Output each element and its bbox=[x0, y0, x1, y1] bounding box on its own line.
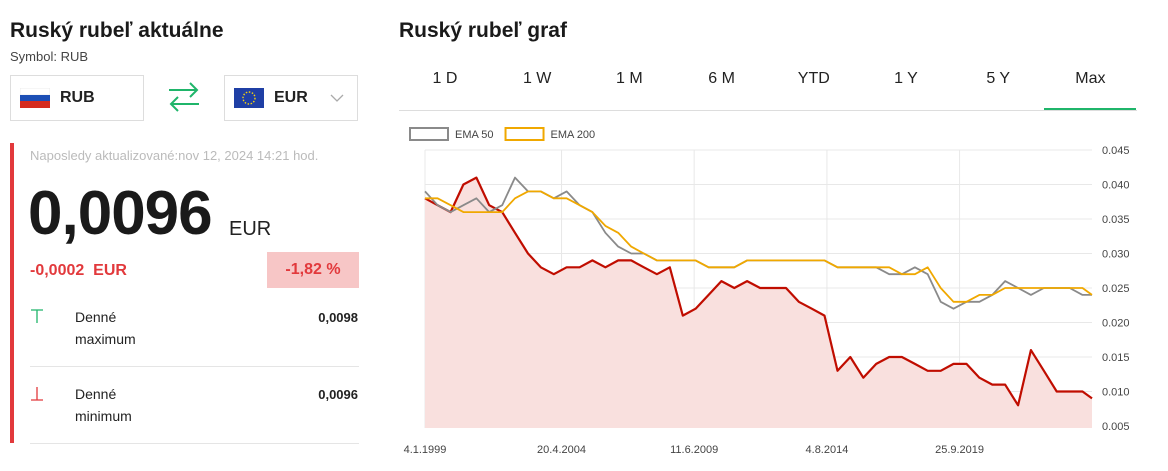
change-value: -0,0002 bbox=[30, 262, 85, 279]
from-currency: RUB bbox=[60, 89, 95, 106]
legend-label: EMA 200 bbox=[551, 129, 596, 141]
tab[interactable]: 1 M bbox=[616, 70, 643, 87]
symbol: Symbol: RUB bbox=[10, 49, 89, 64]
price: 0,0096 bbox=[28, 179, 213, 248]
x-tick-label: 4.8.2014 bbox=[806, 444, 849, 456]
y-tick-label: 0.020 bbox=[1102, 318, 1130, 330]
tab[interactable]: 1 W bbox=[522, 70, 552, 87]
price-unit: EUR bbox=[229, 218, 272, 240]
y-tick-label: 0.030 bbox=[1102, 249, 1130, 261]
flag-ru bbox=[20, 88, 50, 108]
change: -0,0002 EUR bbox=[30, 262, 127, 280]
y-tick-label: 0.040 bbox=[1102, 180, 1130, 192]
x-tick-label: 11.6.2009 bbox=[670, 444, 718, 456]
y-tick-label: 0.015 bbox=[1102, 352, 1130, 364]
y-tick-label: 0.025 bbox=[1102, 283, 1130, 295]
to-currency-box[interactable]: EUR bbox=[224, 75, 358, 121]
to-currency: EUR bbox=[274, 89, 308, 106]
legend-swatch bbox=[504, 127, 545, 141]
stat-value: 0,0096 bbox=[318, 387, 358, 402]
stat-label: Denné minimum bbox=[75, 386, 132, 424]
dropdown-caret bbox=[330, 94, 344, 102]
legend-swatch bbox=[409, 127, 449, 141]
updated: Naposledy aktualizované:nov 12, 2024 14:… bbox=[30, 148, 319, 163]
y-tick-label: 0.035 bbox=[1102, 214, 1130, 226]
legend-label: EMA 50 bbox=[455, 129, 494, 141]
x-tick-label: 25.9.2019 bbox=[935, 444, 984, 456]
high-icon bbox=[31, 309, 43, 323]
tab[interactable]: 6 M bbox=[708, 70, 735, 87]
active-tab-indicator bbox=[1044, 108, 1137, 110]
tab[interactable]: 1 D bbox=[432, 70, 458, 87]
accent-bar bbox=[10, 143, 14, 443]
tabs-divider bbox=[399, 110, 1137, 111]
tab[interactable]: YTD bbox=[797, 70, 830, 87]
stat-label: Denné maximum bbox=[75, 309, 136, 347]
change-percent: -1,82 % bbox=[267, 252, 359, 288]
divider bbox=[30, 443, 359, 444]
y-tick-label: 0.045 bbox=[1102, 145, 1130, 157]
y-tick-label: 0.010 bbox=[1102, 387, 1130, 399]
chart: 0.045 0.040 0.035 0.030 0.025 0.020 0.015 0.010… bbox=[404, 127, 1130, 456]
from-currency-box[interactable]: RUB bbox=[10, 75, 144, 121]
flag-eu bbox=[234, 88, 264, 108]
x-tick-label: 20.4.2004 bbox=[537, 444, 586, 456]
price-line bbox=[424, 176, 1093, 407]
left-title: Ruský rubeľ aktuálne bbox=[10, 19, 224, 42]
chart-panel-title: Ruský rubeľ graf bbox=[399, 19, 567, 42]
divider bbox=[30, 366, 359, 367]
swap-icon[interactable] bbox=[166, 80, 202, 114]
ema-line bbox=[425, 190, 1093, 303]
tab[interactable]: Max bbox=[1075, 70, 1106, 87]
stat-value: 0,0098 bbox=[318, 310, 358, 325]
change-unit: EUR bbox=[93, 262, 127, 279]
tab[interactable]: 5 Y bbox=[986, 70, 1011, 87]
low-icon bbox=[31, 387, 43, 401]
x-tick-label: 4.1.1999 bbox=[404, 444, 447, 456]
area bbox=[425, 177, 1092, 428]
y-tick-label: 0.005 bbox=[1102, 421, 1130, 433]
tab[interactable]: 1 Y bbox=[894, 70, 918, 87]
